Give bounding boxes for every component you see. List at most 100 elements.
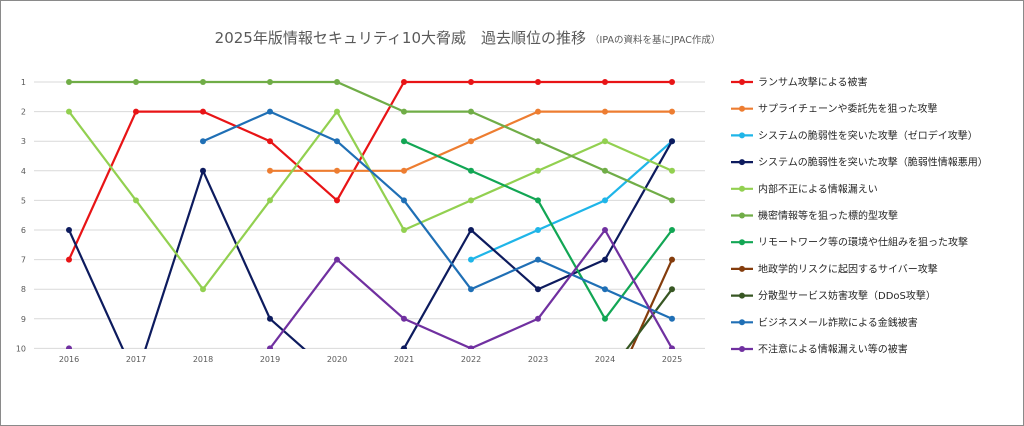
y-tick-label: 8 <box>21 285 26 294</box>
legend: ランサム攻撃による被害サプライチェーンや委託先を狙った攻撃システムの脆弱性を突い… <box>731 76 988 356</box>
data-point <box>200 167 206 174</box>
y-tick-label: 7 <box>21 256 26 265</box>
x-tick-label: 2022 <box>461 355 481 364</box>
data-point <box>133 197 139 204</box>
y-tick-label: 3 <box>21 137 26 146</box>
data-point <box>535 315 541 322</box>
data-point <box>401 79 407 85</box>
legend-label: 内部不正による情報漏えい <box>758 182 878 195</box>
data-point <box>267 108 273 115</box>
data-point <box>66 79 72 85</box>
data-point <box>200 79 206 85</box>
data-point <box>535 256 541 263</box>
data-point <box>267 138 273 145</box>
series-5 <box>66 79 675 204</box>
x-tick-label: 2023 <box>528 355 548 364</box>
data-point <box>602 256 608 263</box>
legend-item: 機密情報等を狙った標的型攻撃 <box>731 209 898 222</box>
data-point <box>401 138 407 145</box>
data-point <box>401 197 407 204</box>
legend-item: ビジネスメール詐欺による金銭被害 <box>731 316 918 329</box>
data-point <box>66 256 72 263</box>
data-point <box>401 227 407 233</box>
y-tick-label: 4 <box>21 167 26 176</box>
data-point <box>669 315 675 322</box>
grid-lines <box>34 81 705 349</box>
data-point <box>334 138 340 145</box>
data-point <box>66 345 72 349</box>
data-point <box>535 286 541 293</box>
x-tick-label: 2025 <box>662 355 682 364</box>
data-point <box>66 227 72 233</box>
legend-marker <box>739 212 745 219</box>
data-point <box>535 79 541 85</box>
legend-marker <box>739 319 745 326</box>
legend-item: 分散型サービス妨害攻撃（DDoS攻撃） <box>731 289 936 302</box>
series-line <box>470 140 673 261</box>
data-point <box>669 197 675 204</box>
series-10 <box>66 227 675 349</box>
series-line <box>625 288 673 349</box>
data-point <box>401 315 407 322</box>
data-point <box>468 256 474 263</box>
series-line <box>67 80 672 261</box>
data-point <box>334 197 340 204</box>
data-point <box>267 167 273 174</box>
y-tick-label: 6 <box>21 226 26 235</box>
legend-marker <box>739 346 745 352</box>
data-point <box>535 108 541 115</box>
data-point <box>468 108 474 115</box>
data-point <box>401 345 407 349</box>
legend-item: サプライチェーンや委託先を狙った攻撃 <box>731 102 938 115</box>
data-point <box>133 79 139 85</box>
chart-title-block: 2025年版情報セキュリティ10大脅威 過去順位の推移 （IPAの資料を基にJPA… <box>0 27 935 48</box>
y-tick-label: 5 <box>21 196 26 205</box>
legend-label: 分散型サービス妨害攻撃（DDoS攻撃） <box>758 289 936 302</box>
legend-item: システムの脆弱性を突いた攻撃（ゼロデイ攻撃） <box>731 129 978 142</box>
data-point <box>401 108 407 115</box>
data-point <box>133 108 139 115</box>
data-point <box>401 167 407 174</box>
x-tick-label: 2021 <box>394 355 414 364</box>
legend-marker <box>739 185 745 192</box>
data-point <box>669 345 675 349</box>
data-point <box>468 286 474 293</box>
x-axis: 2016 2017 2018 2019 2020 2021 2022 2023 2024 2025 <box>59 355 682 364</box>
series-group <box>66 79 675 349</box>
y-tick-label: 2 <box>21 108 26 117</box>
y-axis: 1 2 3 4 5 6 7 8 9 10 <box>16 78 26 353</box>
data-point <box>267 79 273 85</box>
series-9 <box>200 108 675 322</box>
data-point <box>535 167 541 174</box>
data-point <box>669 108 675 115</box>
series-line <box>202 110 673 320</box>
legend-label: リモートワーク等の環境や仕組みを狙った攻撃 <box>758 236 968 249</box>
data-point <box>669 138 675 145</box>
data-point <box>334 79 340 85</box>
data-point <box>669 79 675 85</box>
legend-marker <box>739 239 745 246</box>
data-point <box>535 197 541 204</box>
legend-label: ランサム攻撃による被害 <box>758 76 868 89</box>
legend-label: 地政学的リスクに起因するサイバー攻撃 <box>758 262 938 275</box>
data-point <box>267 197 273 204</box>
legend-marker <box>739 132 745 139</box>
data-point <box>602 286 608 293</box>
data-point <box>468 79 474 85</box>
data-point <box>334 108 340 115</box>
data-point <box>267 315 273 322</box>
series-8 <box>625 286 675 349</box>
data-point <box>334 167 340 174</box>
y-tick-label: 10 <box>16 344 26 353</box>
legend-item: 内部不正による情報漏えい <box>731 182 878 195</box>
legend-label: サプライチェーンや委託先を狙った攻撃 <box>758 102 938 115</box>
chart-subtitle: （IPAの資料を基にJPAC作成） <box>590 35 721 46</box>
legend-item: ランサム攻撃による被害 <box>731 76 868 89</box>
data-point <box>200 138 206 145</box>
x-tick-label: 2020 <box>327 355 347 364</box>
legend-label: 不注意による情報漏えい等の被害 <box>758 343 908 356</box>
data-point <box>669 256 675 263</box>
data-point <box>602 197 608 204</box>
series-6 <box>401 138 675 322</box>
data-point <box>602 167 608 174</box>
